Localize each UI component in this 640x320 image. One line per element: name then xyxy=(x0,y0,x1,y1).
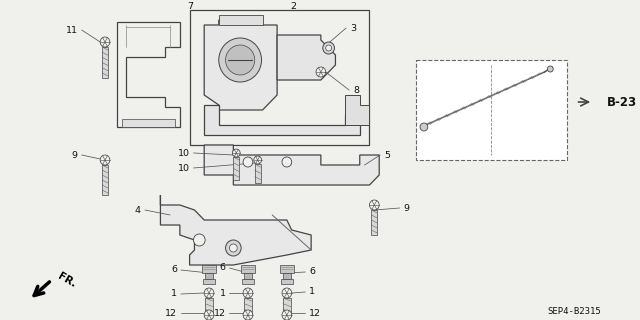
Text: 4: 4 xyxy=(135,205,141,214)
Text: 6: 6 xyxy=(220,263,225,273)
Bar xyxy=(202,265,216,273)
Text: 12: 12 xyxy=(309,308,321,317)
Circle shape xyxy=(323,42,335,54)
Bar xyxy=(371,210,377,235)
Text: 5: 5 xyxy=(384,150,390,159)
Text: 9: 9 xyxy=(72,150,78,159)
Bar xyxy=(255,164,260,183)
Polygon shape xyxy=(122,119,175,127)
Polygon shape xyxy=(161,195,311,265)
Bar xyxy=(205,273,213,279)
Circle shape xyxy=(547,66,553,72)
Circle shape xyxy=(282,157,292,167)
Polygon shape xyxy=(204,145,379,185)
Text: 1: 1 xyxy=(220,289,225,298)
Circle shape xyxy=(420,123,428,131)
Bar xyxy=(280,265,294,273)
Bar xyxy=(283,298,291,315)
Text: FR.: FR. xyxy=(56,271,78,289)
Circle shape xyxy=(204,310,214,320)
Circle shape xyxy=(243,157,253,167)
Circle shape xyxy=(243,288,253,298)
Text: 11: 11 xyxy=(66,26,78,35)
Circle shape xyxy=(282,310,292,320)
Polygon shape xyxy=(277,35,335,80)
Polygon shape xyxy=(204,105,360,135)
Bar xyxy=(281,279,292,284)
Text: 9: 9 xyxy=(403,204,410,212)
Circle shape xyxy=(193,234,205,246)
Bar xyxy=(244,273,252,279)
Polygon shape xyxy=(204,20,277,110)
Text: 10: 10 xyxy=(177,164,189,172)
Text: 6: 6 xyxy=(309,268,315,276)
Bar xyxy=(244,298,252,315)
Text: 12: 12 xyxy=(214,308,225,317)
Circle shape xyxy=(219,38,262,82)
Circle shape xyxy=(230,244,237,252)
Bar xyxy=(283,273,291,279)
Circle shape xyxy=(100,37,110,47)
Text: 2: 2 xyxy=(291,2,296,11)
Circle shape xyxy=(225,45,255,75)
Circle shape xyxy=(225,240,241,256)
Text: 12: 12 xyxy=(165,308,177,317)
Bar xyxy=(241,265,255,273)
Bar xyxy=(242,279,254,284)
Circle shape xyxy=(326,45,332,51)
Bar xyxy=(102,47,108,78)
Text: 10: 10 xyxy=(177,148,189,157)
Text: 6: 6 xyxy=(171,266,177,275)
Bar xyxy=(189,10,369,145)
Text: B-23: B-23 xyxy=(607,95,637,108)
Circle shape xyxy=(316,67,326,77)
Polygon shape xyxy=(219,15,262,25)
Bar xyxy=(102,165,108,195)
Polygon shape xyxy=(116,22,180,127)
Bar xyxy=(204,279,215,284)
Circle shape xyxy=(282,288,292,298)
Bar xyxy=(416,60,567,160)
Text: SEP4-B2315: SEP4-B2315 xyxy=(547,308,601,316)
Text: 1: 1 xyxy=(171,290,177,299)
Circle shape xyxy=(254,156,262,164)
Circle shape xyxy=(232,149,240,157)
Circle shape xyxy=(369,200,379,210)
Bar xyxy=(205,298,213,315)
Text: 3: 3 xyxy=(350,23,356,33)
Text: 7: 7 xyxy=(188,2,193,11)
Text: 8: 8 xyxy=(353,85,359,94)
Circle shape xyxy=(100,155,110,165)
Polygon shape xyxy=(345,95,369,125)
Circle shape xyxy=(243,310,253,320)
Bar xyxy=(234,157,239,180)
Text: 1: 1 xyxy=(309,287,315,297)
Circle shape xyxy=(204,288,214,298)
